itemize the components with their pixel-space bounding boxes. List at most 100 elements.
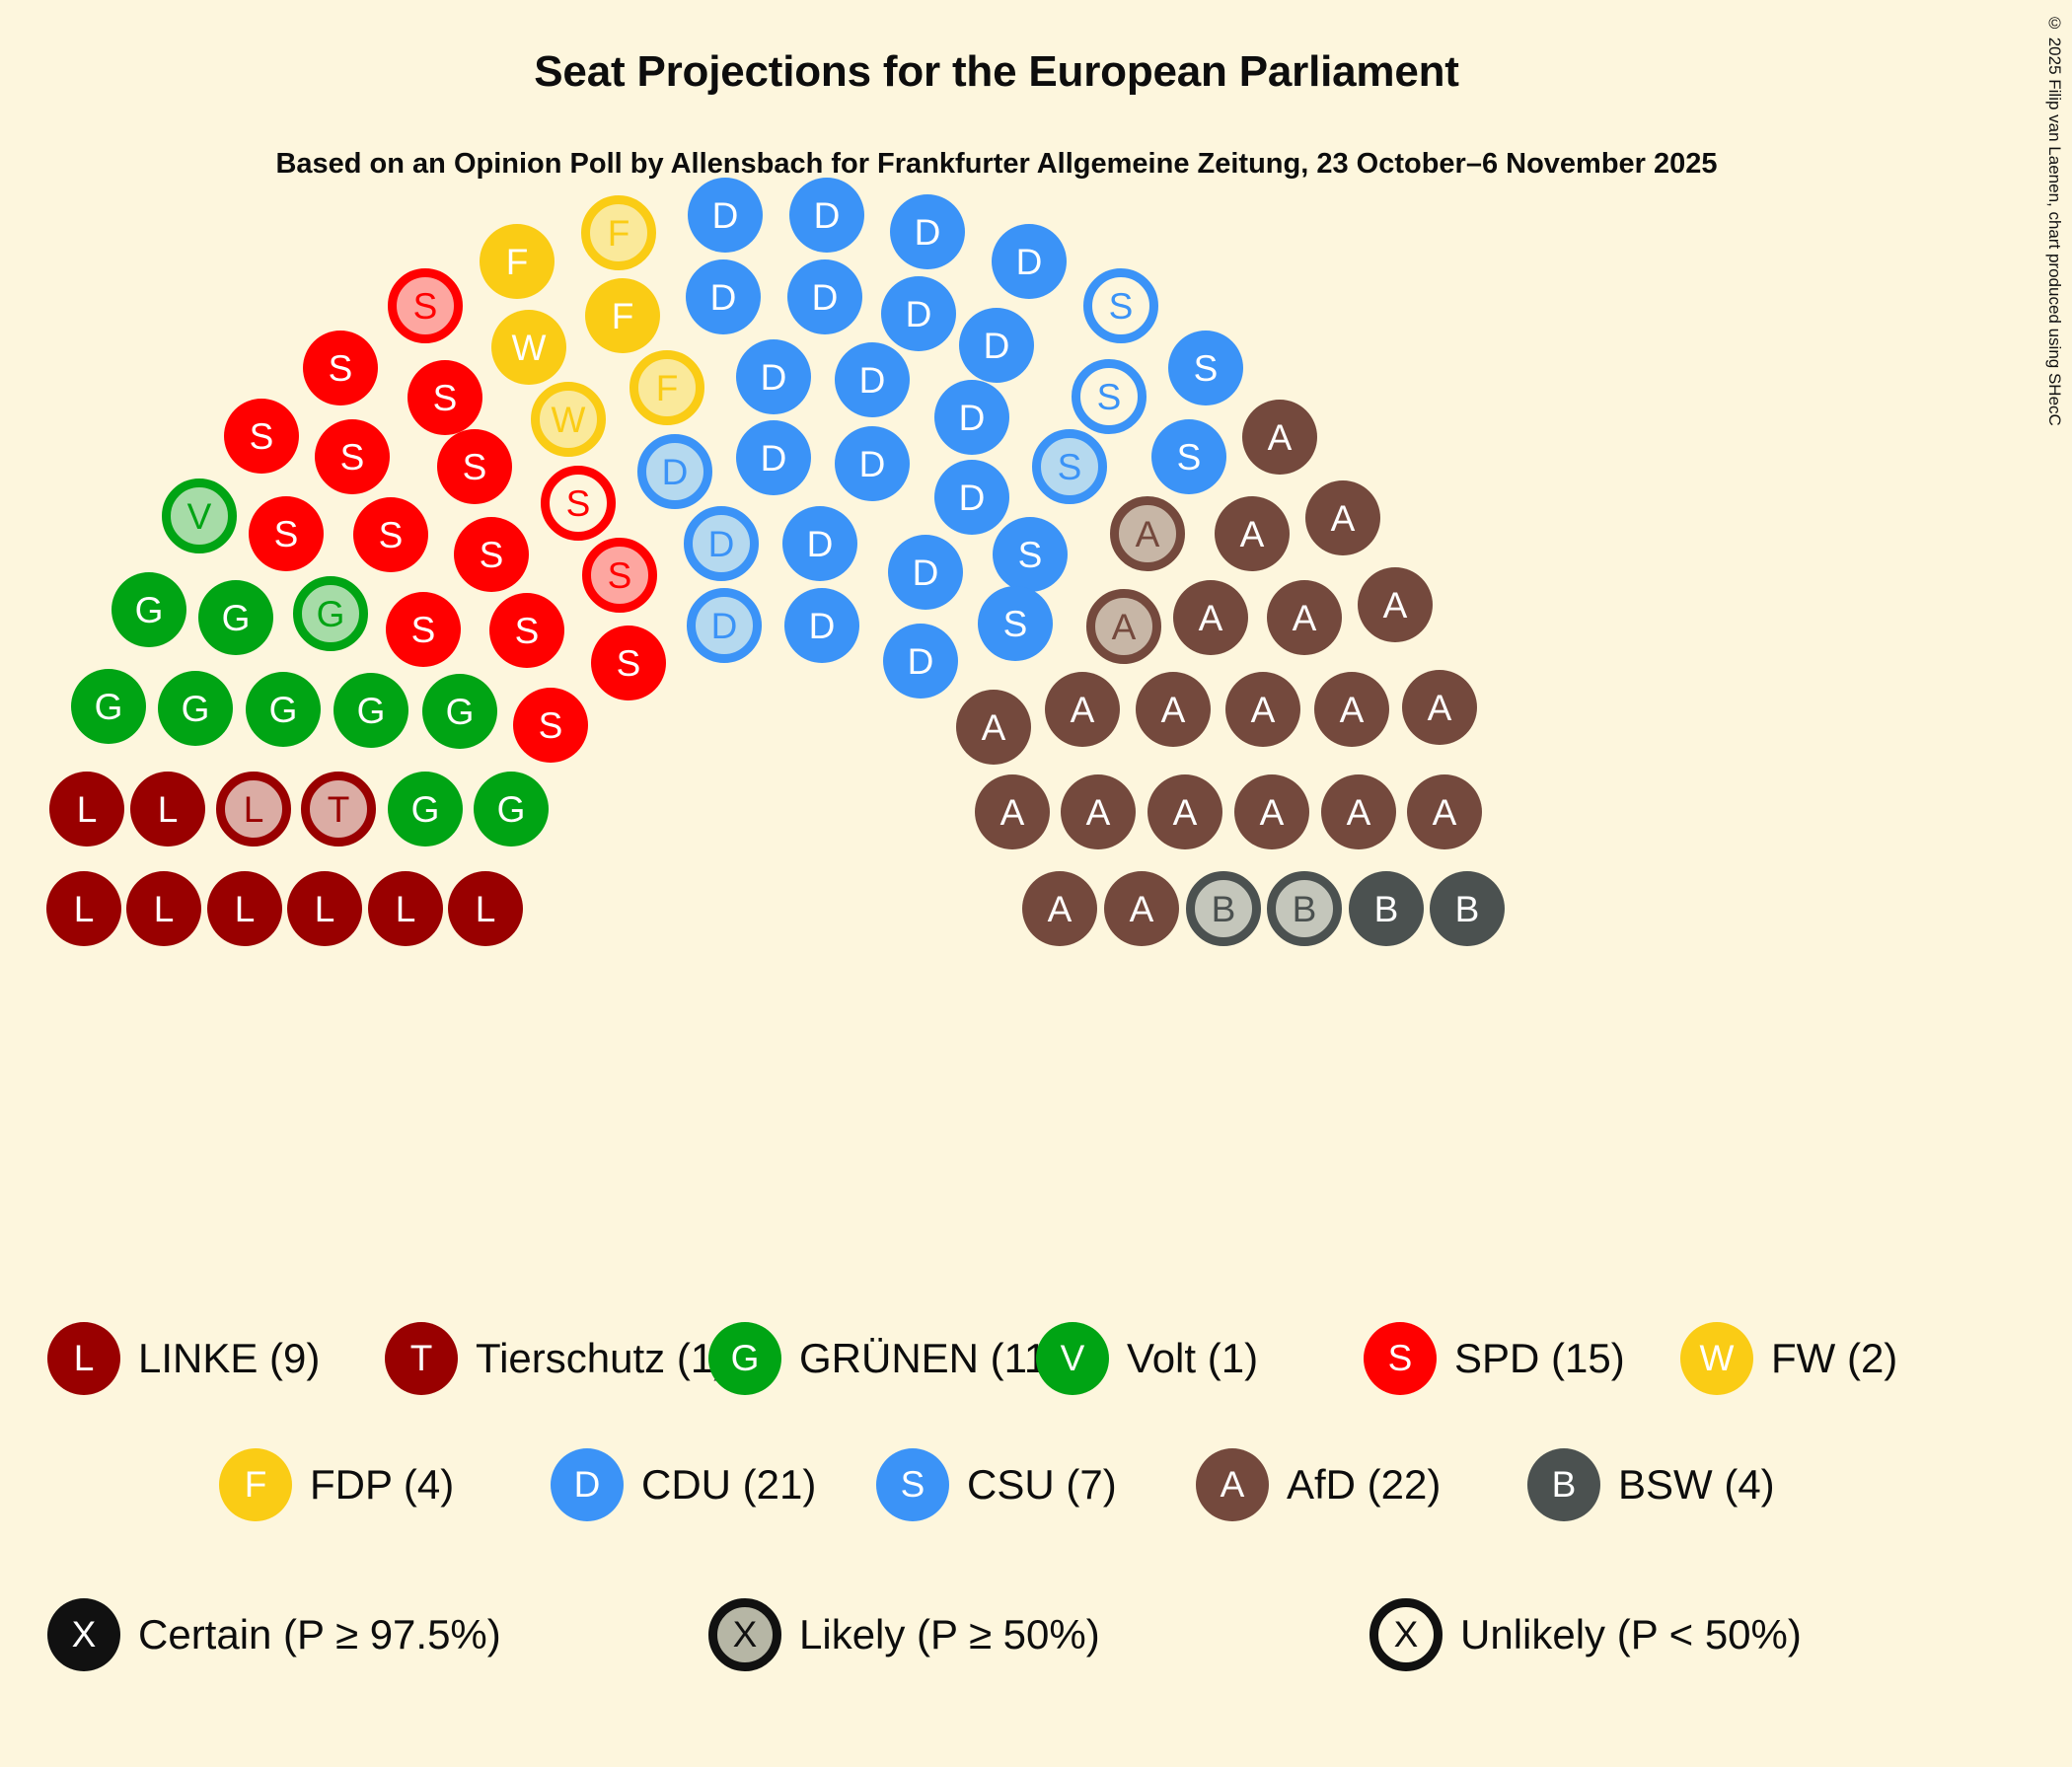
legend-party-fw-swatch: W [1680, 1322, 1753, 1395]
seat-afd-certain: A [1321, 774, 1396, 849]
seat-grünen-certain: G [333, 673, 408, 748]
legend-party-volt-swatch: V [1036, 1322, 1109, 1395]
seat-spd-certain: S [437, 429, 512, 504]
legend-party-bsw-label: BSW (4) [1618, 1461, 1775, 1508]
seat-cdu-likely: D [684, 506, 759, 581]
legend-party-tierschutz: T Tierschutz (1) [385, 1322, 727, 1395]
seat-grünen-certain: G [71, 669, 146, 744]
legend-party-spd-label: SPD (15) [1454, 1335, 1625, 1381]
seat-cdu-certain: D [890, 194, 965, 269]
legend-party-linke-swatch: L [47, 1322, 120, 1395]
seat-cdu-certain: D [686, 259, 761, 334]
legend-party-grünen-label: GRÜNEN (11) [799, 1335, 1062, 1381]
seat-fdp-likely: F [581, 195, 656, 270]
seat-spd-likely: S [388, 268, 463, 343]
seat-afd-likely: A [1110, 496, 1185, 571]
seat-cdu-certain: D [992, 224, 1067, 299]
seat-spd-certain: S [224, 399, 299, 474]
seat-afd-likely: A [1086, 589, 1161, 664]
seat-afd-certain: A [1314, 672, 1389, 747]
seat-fdp-certain: F [585, 278, 660, 353]
legend-party-tierschutz-label: Tierschutz (1) [476, 1335, 728, 1381]
seat-csu-unlikely: S [1083, 268, 1158, 343]
seat-cdu-certain: D [835, 426, 910, 501]
seat-cdu-certain: D [888, 535, 963, 610]
seat-linke-certain: L [46, 871, 121, 946]
legend-party-tierschutz-swatch: T [385, 1322, 458, 1395]
seat-cdu-certain: D [934, 460, 1009, 535]
page-title: Seat Projections for the European Parlia… [534, 47, 1459, 96]
seat-spd-likely: S [582, 538, 657, 613]
seat-csu-certain: S [993, 517, 1068, 592]
seat-afd-certain: A [1234, 774, 1309, 849]
seat-afd-certain: A [1045, 672, 1120, 747]
seat-fw-likely: W [531, 382, 606, 457]
seat-afd-certain: A [956, 690, 1031, 765]
legend-party-csu-label: CSU (7) [967, 1461, 1117, 1508]
copyright-notice: © 2025 Filip van Laenen, chart produced … [2045, 14, 2064, 426]
seat-spd-certain: S [303, 331, 378, 405]
seat-csu-certain: S [1168, 331, 1243, 405]
seat-afd-certain: A [1173, 580, 1248, 655]
seat-cdu-certain: D [782, 506, 857, 581]
seat-csu-certain: S [1151, 419, 1226, 494]
seat-afd-certain: A [1215, 496, 1290, 571]
legend-certainty-certain-label: Certain (P ≥ 97.5%) [138, 1611, 501, 1657]
seat-afd-certain: A [1147, 774, 1222, 849]
seat-grünen-certain: G [474, 772, 549, 847]
seat-afd-certain: A [1358, 567, 1433, 642]
seat-cdu-likely: D [637, 434, 712, 509]
legend-party-afd-swatch: A [1196, 1448, 1269, 1521]
legend-party-spd-swatch: S [1364, 1322, 1437, 1395]
legend-certainty-unlikely-label: Unlikely (P < 50%) [1460, 1611, 1802, 1657]
legend-certainty-unlikely: X Unlikely (P < 50%) [1369, 1598, 1802, 1671]
seat-spd-certain: S [315, 419, 390, 494]
legend-party-grünen: G GRÜNEN (11) [708, 1322, 1061, 1395]
legend-certainty-likely-swatch: X [708, 1598, 781, 1671]
seat-afd-certain: A [1104, 871, 1179, 946]
seat-spd-certain: S [591, 626, 666, 700]
seat-linke-likely: L [216, 772, 291, 847]
seat-cdu-certain: D [881, 276, 956, 351]
legend-party-volt-label: Volt (1) [1127, 1335, 1259, 1381]
seat-linke-certain: L [126, 871, 201, 946]
seat-afd-certain: A [1305, 480, 1380, 555]
seat-afd-certain: A [1402, 670, 1477, 745]
legend-party-afd-label: AfD (22) [1287, 1461, 1442, 1508]
seat-csu-likely: S [1032, 429, 1107, 504]
legend-party-bsw-swatch: B [1527, 1448, 1600, 1521]
seat-bsw-likely: B [1267, 871, 1342, 946]
seat-bsw-certain: B [1430, 871, 1505, 946]
seat-spd-certain: S [407, 360, 482, 435]
legend-party-cdu-swatch: D [551, 1448, 624, 1521]
seat-spd-certain: S [489, 593, 564, 668]
seat-spd-certain: S [386, 592, 461, 667]
seat-afd-certain: A [1136, 672, 1211, 747]
legend-party-cdu-label: CDU (21) [641, 1461, 817, 1508]
legend-party-csu: S CSU (7) [876, 1448, 1117, 1521]
seat-bsw-certain: B [1349, 871, 1424, 946]
seat-cdu-certain: D [934, 380, 1009, 455]
seat-cdu-certain: D [959, 308, 1034, 383]
seat-linke-certain: L [287, 871, 362, 946]
legend-party-fw-label: FW (2) [1771, 1335, 1898, 1381]
seat-spd-unlikely: S [541, 466, 616, 541]
legend-certainty-unlikely-swatch: X [1369, 1598, 1443, 1671]
legend-certainty-certain: X Certain (P ≥ 97.5%) [47, 1598, 501, 1671]
legend-party-spd: S SPD (15) [1364, 1322, 1625, 1395]
seat-afd-certain: A [1242, 400, 1317, 475]
seat-grünen-certain: G [158, 671, 233, 746]
legend-certainty-likely-label: Likely (P ≥ 50%) [799, 1611, 1100, 1657]
legend-party-fdp: F FDP (4) [219, 1448, 454, 1521]
legend-party-linke: L LINKE (9) [47, 1322, 320, 1395]
seat-cdu-certain: D [787, 259, 862, 334]
legend-party-cdu: D CDU (21) [551, 1448, 816, 1521]
seat-grünen-certain: G [246, 672, 321, 747]
seat-cdu-certain: D [789, 178, 864, 253]
seat-grünen-certain: G [198, 580, 273, 655]
seat-cdu-certain: D [883, 624, 958, 699]
seat-linke-certain: L [448, 871, 523, 946]
seat-fw-certain: W [491, 310, 566, 385]
legend-party-fw: W FW (2) [1680, 1322, 1897, 1395]
legend-certainty-certain-swatch: X [47, 1598, 120, 1671]
